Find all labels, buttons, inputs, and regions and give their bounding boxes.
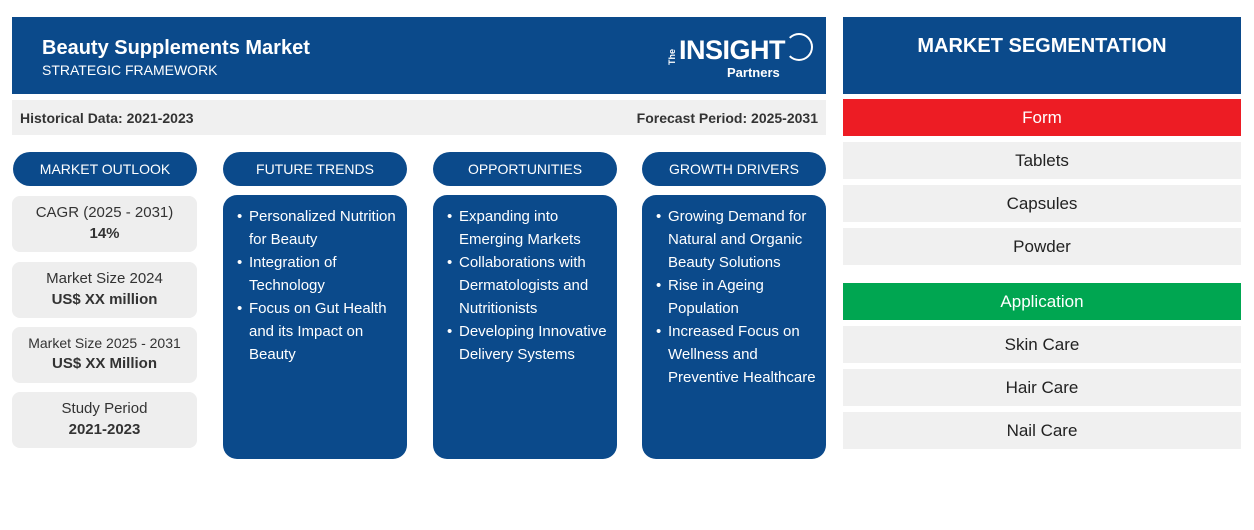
segment-item-nail-care: Nail Care [843,412,1241,449]
stat-value: 2021-2023 [68,421,141,438]
future-trends-header: FUTURE TRENDS [223,152,407,186]
stat-label: CAGR (2025 - 2031) [35,204,174,221]
growth-drivers-list: Growing Demand for Natural and Organic B… [652,205,818,389]
stat-study-period: Study Period 2021-2023 [12,392,197,448]
opportunities-box: Expanding into Emerging Markets Collabor… [433,195,617,459]
list-item: Rise in Ageing Population [652,274,818,320]
list-item: Developing Innovative Delivery Systems [443,320,609,366]
growth-drivers-box: Growing Demand for Natural and Organic B… [642,195,826,459]
future-trends-list: Personalized Nutrition for Beauty Integr… [233,205,399,366]
logo-the: The [667,48,677,65]
list-item: Growing Demand for Natural and Organic B… [652,205,818,274]
forecast-period: Forecast Period: 2025-2031 [636,110,818,126]
page-subtitle: STRATEGIC FRAMEWORK [42,62,218,78]
list-item: Expanding into Emerging Markets [443,205,609,251]
period-bar: Historical Data: 2021-2023 Forecast Peri… [12,100,826,135]
logo-partners: Partners [727,65,780,80]
page-title: Beauty Supplements Market [42,37,310,59]
segment-item-skin-care: Skin Care [843,326,1241,363]
market-segmentation-title: MARKET SEGMENTATION [843,17,1241,94]
header-banner: Beauty Supplements Market STRATEGIC FRAM… [12,17,826,94]
segment-item-hair-care: Hair Care [843,369,1241,406]
stat-label: Market Size 2025 - 2031 [28,335,181,351]
insight-partners-logo: The INSIGHT Partners [667,31,817,83]
stat-market-size-2024: Market Size 2024 US$ XX million [12,262,197,318]
future-trends-box: Personalized Nutrition for Beauty Integr… [223,195,407,459]
stat-market-size-2025-2031: Market Size 2025 - 2031 US$ XX Million [12,327,197,383]
historical-data: Historical Data: 2021-2023 [20,110,194,126]
opportunities-header: OPPORTUNITIES [433,152,617,186]
list-item: Personalized Nutrition for Beauty [233,205,399,251]
market-outlook-header: MARKET OUTLOOK [13,152,197,186]
list-item: Integration of Technology [233,251,399,297]
logo-swoosh-icon [785,33,813,61]
growth-drivers-header: GROWTH DRIVERS [642,152,826,186]
list-item: Collaborations with Dermatologists and N… [443,251,609,320]
stat-value: 14% [89,225,120,242]
segment-category-application: Application [843,283,1241,320]
segment-category-form: Form [843,99,1241,136]
list-item: Focus on Gut Health and its Impact on Be… [233,297,399,366]
stat-cagr: CAGR (2025 - 2031) 14% [12,196,197,252]
segment-item-tablets: Tablets [843,142,1241,179]
logo-insight: INSIGHT [679,35,786,65]
stat-value: US$ XX million [51,291,158,308]
segment-item-capsules: Capsules [843,185,1241,222]
stat-label: Market Size 2024 [46,270,163,287]
opportunities-list: Expanding into Emerging Markets Collabor… [443,205,609,366]
stat-label: Study Period [61,400,148,417]
stat-value: US$ XX Million [51,355,157,372]
segment-item-powder: Powder [843,228,1241,265]
list-item: Increased Focus on Wellness and Preventi… [652,320,818,389]
